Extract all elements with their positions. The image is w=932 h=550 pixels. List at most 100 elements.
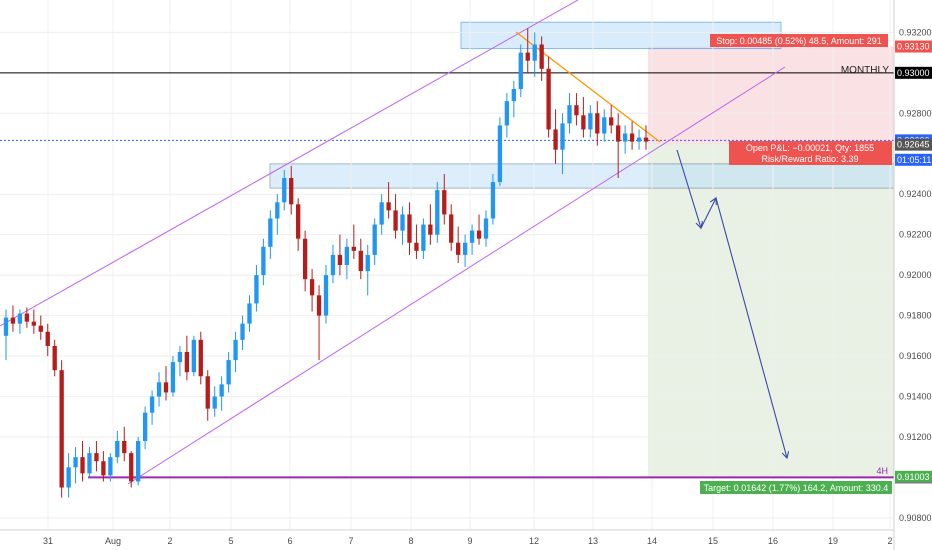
price-tag-box <box>895 40 932 53</box>
price-tag-label: 0.93000 <box>897 68 930 78</box>
x-tick-label: 13 <box>588 536 598 546</box>
candle-body <box>595 113 600 134</box>
candle <box>302 230 308 292</box>
candle-body <box>442 190 447 215</box>
candle <box>31 309 36 334</box>
candle-body <box>629 133 635 142</box>
candle-body <box>490 182 496 219</box>
candle-body <box>379 202 384 225</box>
candles-layer <box>3 28 649 498</box>
candle <box>282 169 287 211</box>
candle <box>609 105 614 134</box>
y-tick-label: 0.92000 <box>899 270 932 280</box>
candle-body <box>108 457 113 476</box>
candle-body <box>289 178 294 205</box>
projection-arrowhead-3 <box>781 451 790 460</box>
candle <box>38 315 43 340</box>
candle <box>497 117 503 187</box>
candle <box>525 28 530 73</box>
candle-body <box>226 360 231 385</box>
candle-body <box>309 279 315 296</box>
candle <box>191 335 196 377</box>
projection-path <box>676 149 788 459</box>
candle-body <box>254 275 259 304</box>
x-tick-label: 2 <box>167 536 172 546</box>
candle-body <box>31 321 36 326</box>
candle-body <box>351 246 356 251</box>
candle <box>469 224 475 255</box>
x-tick-label: 9 <box>467 536 472 546</box>
candle <box>532 32 537 77</box>
candle-body <box>581 115 586 130</box>
candle <box>636 129 642 150</box>
price-tag-box <box>895 153 932 166</box>
candle-body <box>45 331 50 346</box>
candle-body <box>358 250 363 272</box>
candle <box>323 265 329 324</box>
candle <box>553 109 558 164</box>
candle-body <box>539 44 544 69</box>
candle-body <box>115 440 120 458</box>
candle-body <box>643 137 649 142</box>
candle <box>296 198 301 251</box>
candle-body <box>616 125 621 142</box>
candle <box>73 447 78 484</box>
candle-body <box>17 313 23 324</box>
candle-body <box>233 339 238 361</box>
candle-body <box>3 317 9 336</box>
candle <box>52 339 57 377</box>
candle <box>59 360 64 498</box>
candle-body <box>449 214 454 243</box>
candle <box>10 305 16 332</box>
pnl-label-box <box>729 141 892 165</box>
x-tick-label: Aug <box>105 536 121 546</box>
channel-upper-line <box>0 0 579 327</box>
y-tick-label: 0.90800 <box>899 513 932 523</box>
candle <box>511 80 516 118</box>
candle <box>149 390 155 425</box>
pnl-label-line2: Risk/Reward Ratio: 3.39 <box>761 154 858 164</box>
candle <box>275 194 280 235</box>
price-axis-background <box>894 0 932 550</box>
x-tick-label: 12 <box>529 536 539 546</box>
candle <box>581 97 586 138</box>
candle-body <box>24 313 30 322</box>
x-tick-label: 8 <box>408 536 413 546</box>
time-axis[interactable]: 31 Aug 2 5 6 7 8 9 12 13 14 15 16 19 2 <box>43 536 893 546</box>
candle <box>226 351 231 393</box>
x-tick-label: 14 <box>647 536 657 546</box>
candle-body <box>456 242 461 255</box>
candle-body <box>372 224 377 255</box>
x-tick-label: 19 <box>828 536 838 546</box>
candle-body <box>602 117 607 134</box>
y-tick-label: 0.91200 <box>899 432 932 442</box>
candle <box>365 244 370 296</box>
candle <box>462 234 468 268</box>
candle-body <box>435 190 440 235</box>
candle <box>142 406 148 450</box>
candle-body <box>323 275 329 316</box>
candle-body <box>136 440 141 482</box>
candle-body <box>518 52 523 90</box>
candle-body <box>282 178 287 203</box>
candle <box>616 113 621 179</box>
candle-body <box>122 440 127 454</box>
candle-body <box>407 214 412 243</box>
price-tag-box <box>895 138 932 151</box>
candle <box>400 206 405 245</box>
candle <box>490 173 496 225</box>
x-tick-label: 5 <box>228 536 233 546</box>
price-axis[interactable]: 0.93200 0.92800 0.92400 0.92200 0.92000 0.918… <box>899 27 932 522</box>
candle <box>94 440 99 472</box>
candle <box>351 224 356 259</box>
candle-body <box>10 317 16 324</box>
candle-body <box>94 453 99 462</box>
y-tick-label: 0.91400 <box>899 391 932 401</box>
candle <box>247 295 252 332</box>
target-label: Target: 0.01642 (1.77%) 164.2, Amount: 3… <box>704 483 889 493</box>
candle-body <box>80 457 85 474</box>
candle-body <box>247 303 252 324</box>
candle <box>184 335 190 381</box>
candle <box>177 345 183 377</box>
price-tag-label: 0.92645 <box>897 140 930 150</box>
